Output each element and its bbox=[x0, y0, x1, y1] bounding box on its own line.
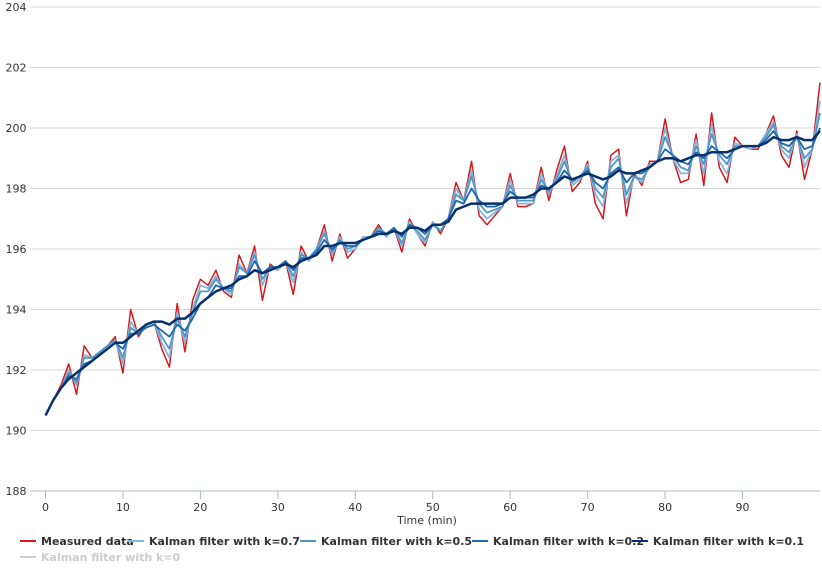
legend-item[interactable]: Kalman filter with k=0.5 bbox=[300, 535, 472, 548]
y-axis: 188 190 192 194 196 198 200 202 204 bbox=[6, 1, 27, 498]
plot-area bbox=[44, 82, 821, 416]
legend-item[interactable]: Kalman filter with k=0.7 bbox=[128, 535, 300, 548]
series-line-1 bbox=[44, 100, 821, 416]
legend-item[interactable]: Kalman filter with k=0.1 bbox=[632, 535, 804, 548]
y-tick-label: 204 bbox=[6, 1, 27, 14]
legend-label: Measured data bbox=[41, 535, 134, 548]
x-axis-title: Time (min) bbox=[396, 514, 457, 527]
y-tick-label: 188 bbox=[6, 485, 27, 498]
y-tick-label: 196 bbox=[6, 243, 27, 256]
grid-lines bbox=[30, 6, 820, 492]
legend-label: Kalman filter with k=0.2 bbox=[493, 535, 644, 548]
x-tick-label: 60 bbox=[503, 501, 517, 514]
y-tick-label: 190 bbox=[6, 425, 27, 438]
y-tick-label: 202 bbox=[6, 62, 27, 75]
x-tick-label: 0 bbox=[42, 501, 49, 514]
x-tick-label: 30 bbox=[271, 501, 285, 514]
x-tick-label: 40 bbox=[348, 501, 362, 514]
x-axis: 0 10 20 30 40 50 60 70 80 90 bbox=[30, 490, 820, 514]
x-tick-label: 70 bbox=[581, 501, 595, 514]
y-tick-label: 192 bbox=[6, 364, 27, 377]
legend-label: Kalman filter with k=0.5 bbox=[321, 535, 472, 548]
x-tick-label: 90 bbox=[736, 501, 750, 514]
legend-item[interactable]: Kalman filter with k=0.2 bbox=[472, 535, 644, 548]
legend-item[interactable]: Measured data bbox=[20, 535, 134, 548]
x-tick-label: 20 bbox=[193, 501, 207, 514]
y-tick-label: 194 bbox=[6, 304, 27, 317]
legend-label: Kalman filter with k=0.7 bbox=[149, 535, 300, 548]
x-tick-label: 10 bbox=[116, 501, 130, 514]
legend-label: Kalman filter with k=0 bbox=[41, 551, 181, 564]
legend-item[interactable]: Kalman filter with k=0 bbox=[20, 551, 181, 564]
legend[interactable]: Measured data Kalman filter with k=0.7 Kal… bbox=[20, 535, 804, 564]
legend-label: Kalman filter with k=0.1 bbox=[653, 535, 804, 548]
x-tick-label: 80 bbox=[658, 501, 672, 514]
y-tick-label: 200 bbox=[6, 122, 27, 135]
y-tick-label: 198 bbox=[6, 183, 27, 196]
x-tick-label: 50 bbox=[426, 501, 440, 514]
series-line-4 bbox=[44, 130, 821, 416]
